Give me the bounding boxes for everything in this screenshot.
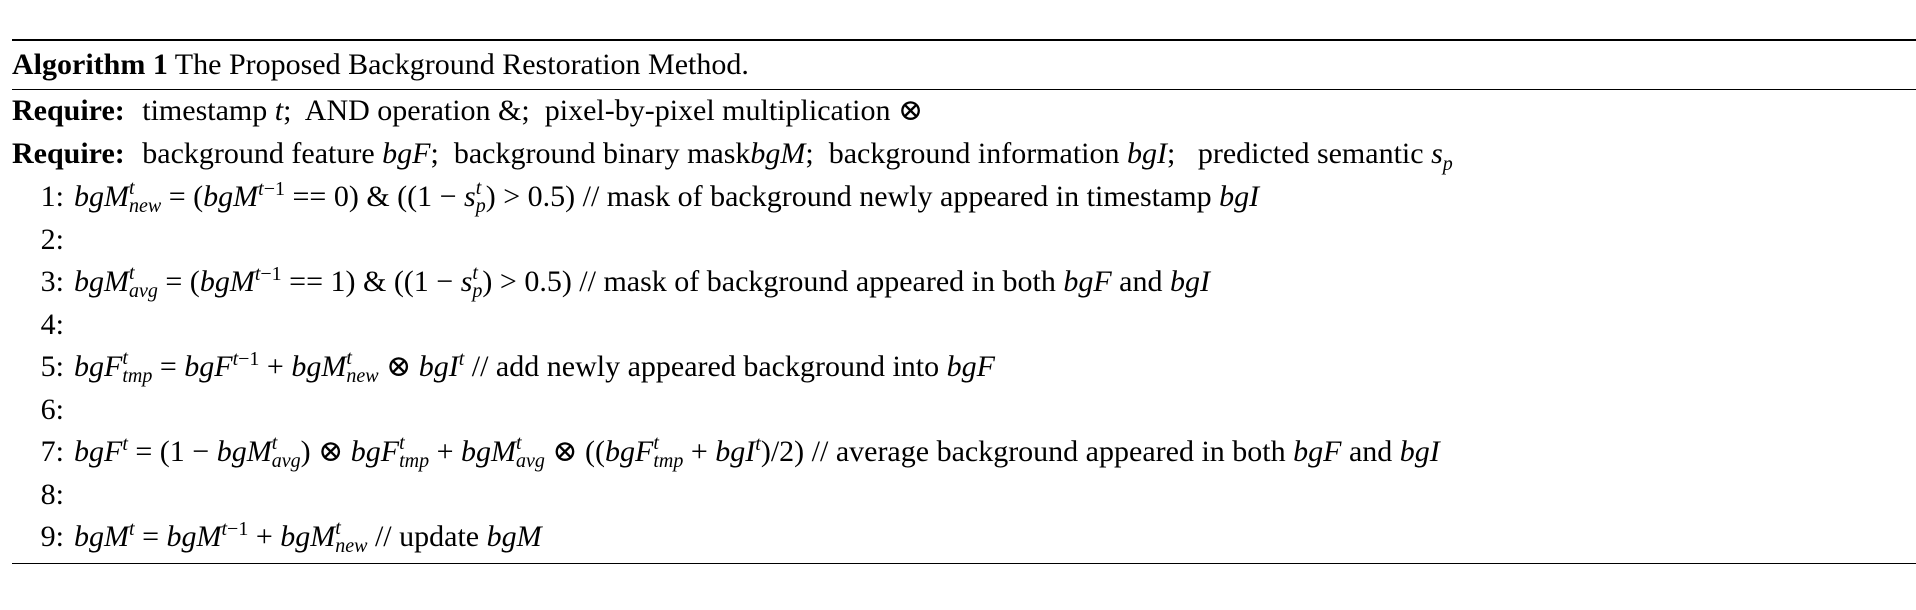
require-label: Require: <box>12 94 125 127</box>
top-rule <box>12 39 1916 41</box>
algorithm-title-text: The Proposed Background Restoration Meth… <box>174 48 749 81</box>
line-3: 3: bgM t avg = (bgMt−1 == 1) & ((1 − s t p) >… <box>12 261 1916 304</box>
bottom-rule <box>12 562 1916 564</box>
require-1: Require: timestamp t; AND operation &; p… <box>12 94 924 127</box>
line-5: 5: bgF t tmp = bgFt−1 + bgM t new ⊗ bgIt // a… <box>12 346 1916 389</box>
line-number: 1: <box>40 180 64 213</box>
line-number: 6: <box>40 392 64 426</box>
line-2: 2: <box>12 219 1916 262</box>
line-7: 7: bgFt = (1 − bgM t avg) ⊗ bgF t tmp + bgM t a… <box>12 431 1916 474</box>
line-4: 4: <box>12 304 1916 347</box>
title-rule <box>12 89 1916 90</box>
require-label: Require: <box>12 137 125 170</box>
algorithm-title: Algorithm 1 The Proposed Background Rest… <box>12 41 1916 89</box>
line-9: 9: bgMt = bgMt−1 + bgM t new // update bgM <box>12 516 1916 559</box>
algorithm-label: Algorithm 1 <box>12 48 168 81</box>
line-number: 4: <box>40 307 64 341</box>
line-number: 7: <box>40 435 64 468</box>
line-1: 1: bgM t new = (bgMt−1 == 0) & ((1 − s t p) >… <box>12 176 1916 219</box>
line-number: 5: <box>40 350 64 383</box>
line-number: 2: <box>40 222 64 256</box>
line-8: 8: <box>12 474 1916 517</box>
line-6: 6: <box>12 389 1916 432</box>
line-number: 9: <box>40 520 64 553</box>
line-number: 3: <box>40 265 64 298</box>
line-number: 8: <box>40 477 64 511</box>
require-2: Require: background feature bgF; backgro… <box>12 137 1453 175</box>
algorithm-box: Algorithm 1 The Proposed Background Rest… <box>12 39 1916 564</box>
